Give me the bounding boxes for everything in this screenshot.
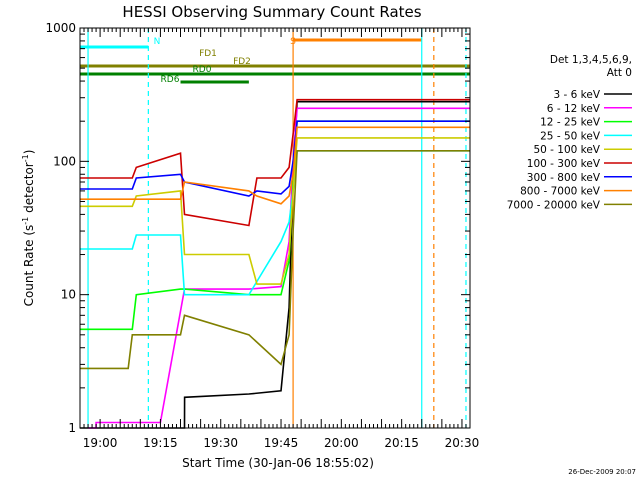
y-tick-label: 1: [68, 421, 76, 435]
x-tick-label: 20:15: [384, 436, 419, 450]
y-axis-label: Count Rate (s-1 detector-1): [21, 150, 36, 307]
flag-label-n: N: [154, 37, 161, 47]
y-tick-label: 100: [53, 154, 76, 168]
legend-label: 800 - 7000 keV: [520, 186, 601, 198]
flag-label-rd6: RD6: [161, 75, 180, 85]
x-axis-label: Start Time (30-Jan-06 18:55:02): [182, 456, 374, 470]
series-line-5: [80, 98, 470, 227]
x-tick-label: 20:00: [324, 436, 359, 450]
series-line-1: [88, 107, 470, 429]
legend-label: 100 - 300 keV: [527, 158, 601, 170]
y-tick-label: 1000: [45, 21, 76, 35]
legend-header-line1: Det 1,3,4,5,6,9,: [550, 54, 632, 66]
legend-label: 300 - 800 keV: [527, 172, 601, 184]
legend-label: 3 - 6 keV: [553, 89, 600, 101]
x-axis-ticks: 19:00 19:15 19:30 19:45 20:00 20:15 20:30: [83, 28, 479, 450]
series-lines: [80, 98, 470, 429]
series-line-2: [80, 120, 470, 331]
flag-label-fd2: FD2: [233, 57, 251, 67]
x-tick-label: 20:30: [445, 436, 480, 450]
legend-label: 25 - 50 keV: [540, 130, 601, 142]
legend-header-line2: Att 0: [607, 67, 632, 79]
series-line-8: [80, 150, 470, 370]
x-tick-label: 19:00: [83, 436, 118, 450]
plot-frame: [79, 27, 471, 429]
flag-bars: NSFD1FD2RD0RD6: [80, 37, 470, 85]
series-line-3: [80, 150, 470, 296]
flag-label-rd0: RD0: [193, 65, 212, 75]
legend: Det 1,3,4,5,6,9, Att 0 3 - 6 keV 6 - 12 k…: [507, 54, 632, 211]
legend-label: 12 - 25 keV: [540, 117, 601, 129]
x-tick-label: 19:30: [203, 436, 238, 450]
x-tick-label: 19:45: [264, 436, 299, 450]
series-line-7: [80, 126, 470, 205]
time-markers: [87, 28, 467, 428]
x-tick-label: 19:15: [143, 436, 178, 450]
legend-label: 7000 - 20000 keV: [507, 199, 601, 211]
flag-label-fd1: FD1: [199, 49, 217, 59]
chart-title: HESSI Observing Summary Count Rates: [122, 3, 421, 21]
legend-label: 50 - 100 keV: [533, 144, 600, 156]
series-line-6: [80, 120, 470, 197]
series-line-4: [80, 137, 470, 285]
legend-label: 6 - 12 keV: [547, 103, 601, 115]
y-tick-label: 10: [61, 288, 76, 302]
timestamp: 26-Dec-2009 20:07: [568, 468, 636, 476]
y-axis-ticks: 1 10 100 1000: [45, 21, 470, 435]
